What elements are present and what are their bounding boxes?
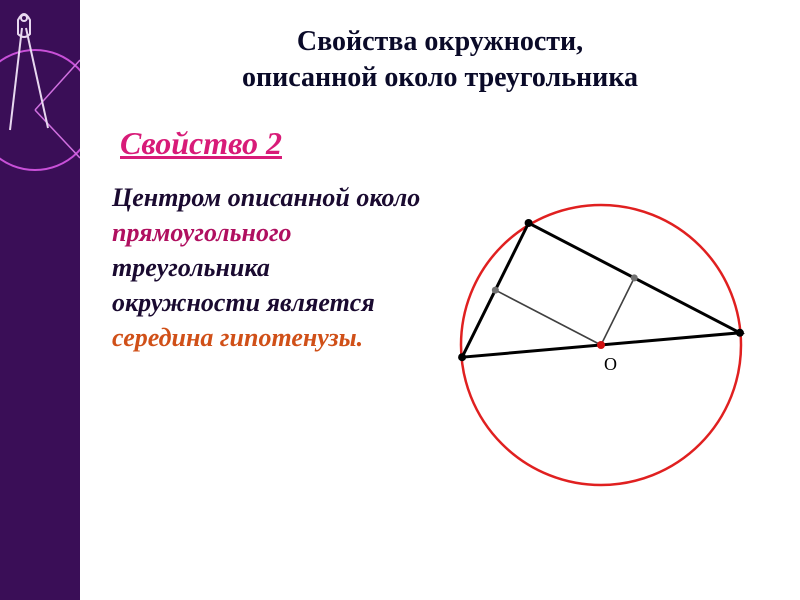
center-label: O — [604, 354, 617, 374]
title-line-1: Свойства окружности, — [110, 24, 770, 60]
diagram-container: O — [422, 180, 770, 510]
main-content: Свойства окружности, описанной около тре… — [80, 0, 800, 600]
body-segment: Центром описанной около — [112, 183, 420, 212]
content-row: Центром описанной около прямоугольного т… — [110, 180, 770, 510]
body-segment: середина гипотенузы. — [112, 323, 363, 352]
subtitle: Свойство 2 — [120, 125, 770, 162]
sidebar-decoration — [0, 0, 80, 600]
sidebar — [0, 0, 80, 600]
title-line-2: описанной около треугольника — [110, 60, 770, 96]
body-segment: треугольника окружности является — [112, 253, 375, 317]
circumscribed-circle-diagram: O — [426, 190, 766, 510]
body-text: Центром описанной около прямоугольного т… — [112, 180, 422, 355]
body-segment: прямоугольного — [112, 218, 292, 247]
page-title: Свойства окружности, описанной около тре… — [110, 24, 770, 97]
